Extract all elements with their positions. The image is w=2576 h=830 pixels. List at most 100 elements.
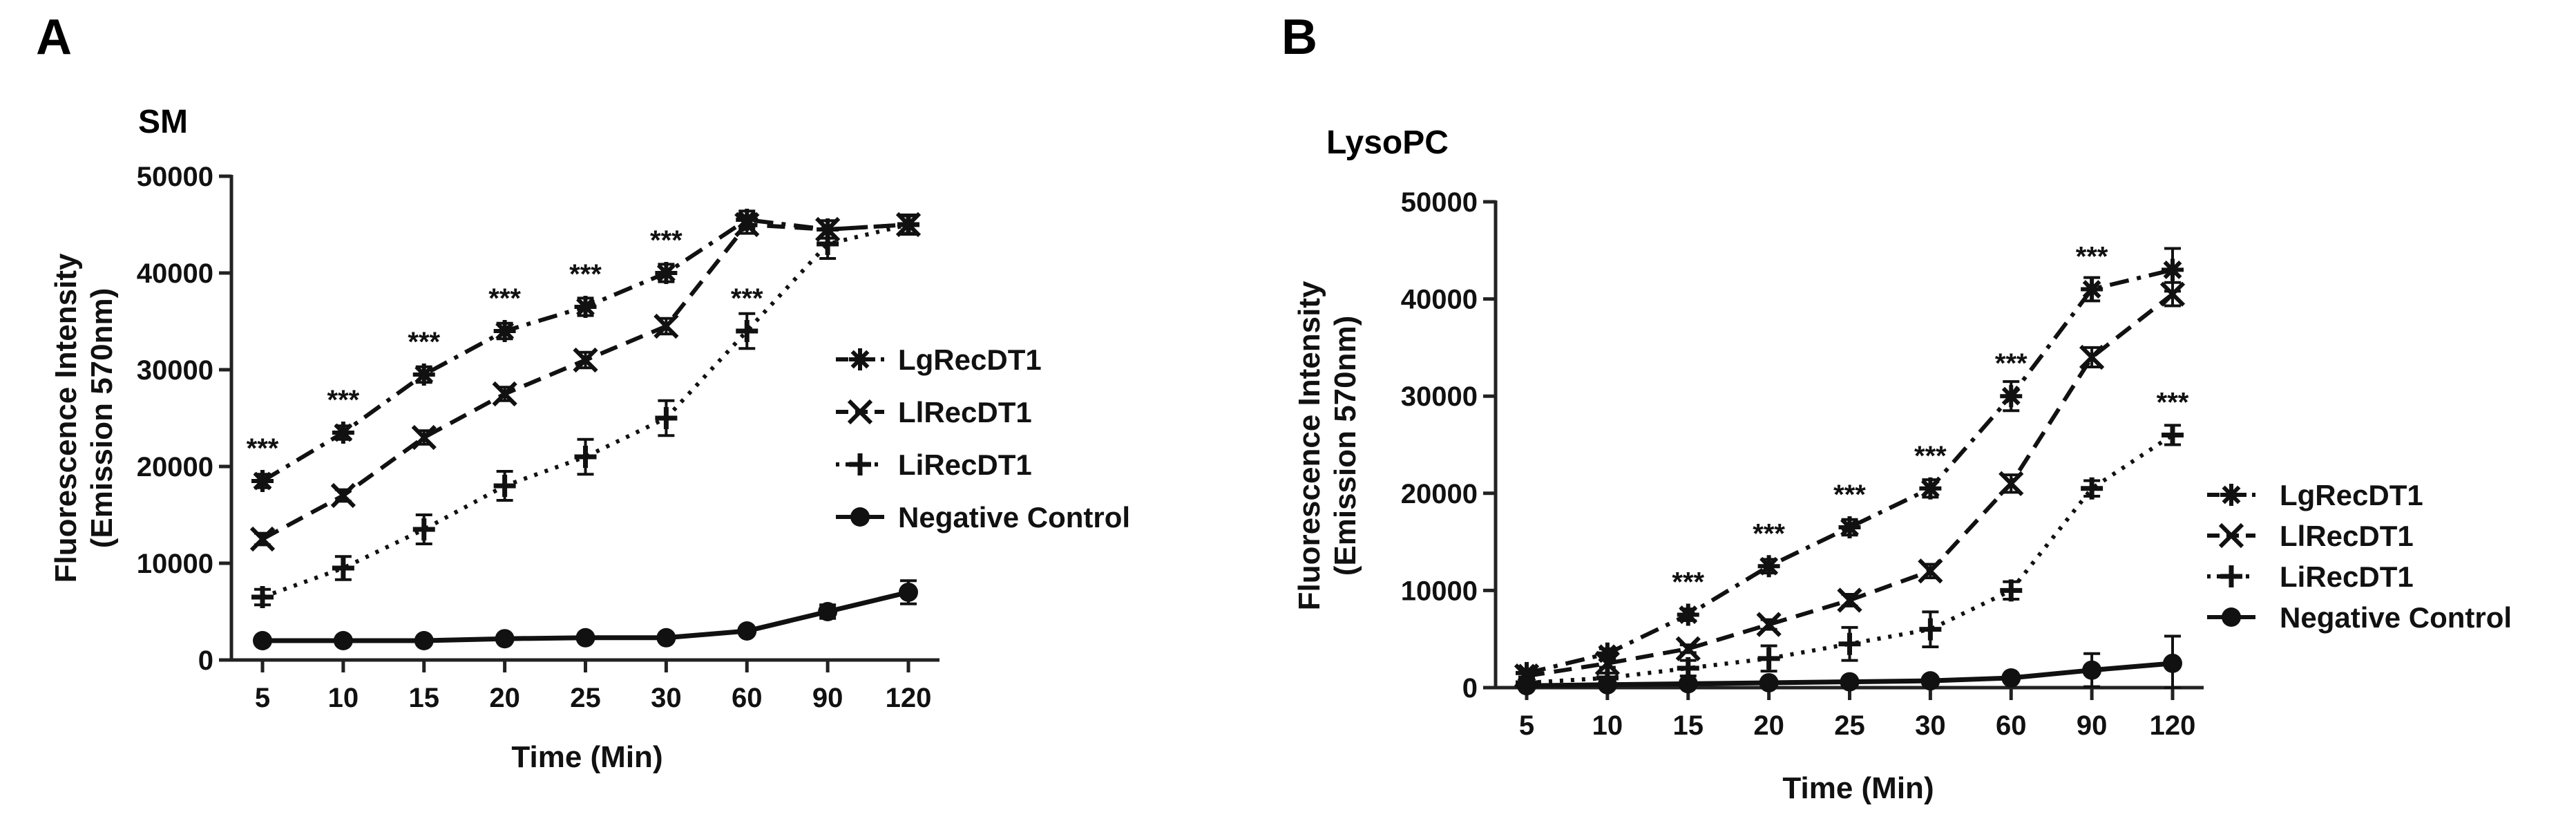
legend-marker [849, 453, 871, 475]
legend: LgRecDT1 LlRecDT1 LiRecDT1 Negative Control [2207, 479, 2512, 634]
chart-title: LysoPC [1326, 124, 1449, 161]
y-tick-label: 40000 [1401, 285, 1478, 315]
data-point [1837, 587, 1862, 613]
legend-entry: Negative Control [836, 501, 1130, 534]
legend-label: LlRecDT1 [2280, 520, 2414, 552]
legend-label: LiRecDT1 [2280, 560, 2414, 593]
data-point [333, 631, 353, 650]
data-point [1840, 672, 1860, 692]
y-axis-title-line1: Fluorescence Intensity [49, 253, 83, 583]
significance-label: *** [1995, 348, 2028, 379]
data-point [412, 364, 435, 386]
legend-entry: LgRecDT1 [2207, 479, 2423, 511]
legend-marker [850, 507, 870, 527]
x-tick-label: 20 [489, 683, 520, 713]
series-lirecdt1 [251, 214, 919, 608]
y-tick-label: 0 [1462, 673, 1478, 704]
x-tick-label: 25 [1834, 710, 1865, 741]
data-point [655, 407, 678, 429]
legend-label: LiRecDT1 [898, 449, 1032, 481]
x-axis-title: Time (Min) [511, 740, 662, 774]
data-point [330, 482, 356, 509]
y-axis-title-line2: (Emission 570nm) [85, 288, 119, 549]
data-point [249, 526, 276, 552]
y-axis-title-line1: Fluorescence Intensity [1292, 281, 1326, 610]
significance-label: *** [327, 385, 360, 415]
data-point [734, 211, 760, 238]
chart-panel-b: B LysoPC 0 10000 20000 30000 40000 50000 5 10 15 20… [1281, 10, 2512, 805]
legend-label: LlRecDT1 [898, 396, 1032, 428]
y-tick-label: 50000 [137, 162, 213, 192]
significance-label: *** [408, 327, 440, 357]
legend-label: Negative Control [898, 501, 1130, 534]
legend-entry: LiRecDT1 [2207, 560, 2414, 593]
y-tick-label: 50000 [1401, 187, 1478, 218]
data-point [1756, 612, 1782, 637]
legend-label: LgRecDT1 [898, 343, 1042, 376]
x-tick-label: 15 [409, 683, 440, 713]
data-point [2081, 278, 2103, 301]
data-point [573, 347, 598, 373]
data-point [1920, 671, 1940, 691]
data-point [2000, 579, 2023, 602]
data-point [412, 518, 435, 540]
x-tick-label: 30 [1915, 710, 1946, 741]
data-point [2162, 424, 2184, 446]
x-tick-label: 10 [1592, 710, 1623, 741]
chart-title: SM [138, 104, 188, 140]
significance-label: *** [1753, 518, 1785, 549]
data-point [1759, 672, 1779, 692]
legend-marker [847, 399, 873, 425]
data-point [574, 446, 597, 468]
data-point [818, 602, 838, 621]
data-point [2000, 385, 2023, 408]
x-tick-label: 30 [651, 683, 682, 713]
data-point [1918, 558, 1943, 584]
x-tick-label: 60 [1996, 710, 2027, 741]
y-axis-title-line2: (Emission 570nm) [1328, 316, 1362, 576]
series-lgrecdt1 [1516, 247, 2184, 684]
y-tick-label: 30000 [137, 355, 213, 386]
data-point [1757, 647, 1780, 670]
legend-marker [2220, 484, 2242, 506]
data-point [653, 313, 679, 339]
x-tick-label: 5 [255, 683, 270, 713]
x-tick-label: 25 [570, 683, 601, 713]
data-point [332, 422, 354, 444]
y-tick-label: 20000 [1401, 479, 1478, 509]
data-point [737, 621, 757, 641]
data-point [1919, 477, 1942, 500]
data-point [493, 475, 516, 497]
x-tick-label: 20 [1753, 710, 1784, 741]
legend-marker [2220, 565, 2242, 587]
data-point [492, 381, 517, 407]
x-tick-label: 90 [812, 683, 843, 713]
data-point [656, 628, 676, 648]
data-point [1597, 675, 1617, 695]
significance-label: *** [488, 283, 521, 314]
data-point [1678, 674, 1698, 694]
data-point [1919, 618, 1942, 641]
significance-label: *** [1914, 441, 1947, 471]
data-point [1757, 555, 1780, 578]
y-tick-label: 10000 [137, 549, 213, 579]
data-point [2082, 660, 2102, 680]
chart-panel-a: A SM 0 10000 20000 30000 40000 50000 5 10 15 20 25 30… [36, 10, 1130, 774]
data-point [574, 296, 597, 318]
y-tick-label: 20000 [137, 452, 213, 482]
series-line [1526, 267, 2173, 675]
data-point [736, 320, 759, 342]
data-point [1838, 632, 1861, 655]
x-tick-label: 10 [328, 683, 359, 713]
data-point [1838, 516, 1861, 539]
data-point [1998, 471, 2024, 496]
panel-label: A [36, 10, 72, 65]
data-point [817, 233, 839, 255]
legend-label: Negative Control [2280, 601, 2512, 634]
significance-label: *** [2076, 242, 2108, 272]
data-point [2081, 477, 2103, 500]
x-tick-label: 60 [732, 683, 763, 713]
significance-label: *** [1833, 480, 1866, 510]
x-tick-label: 5 [1519, 710, 1534, 741]
data-point [1677, 603, 1699, 626]
